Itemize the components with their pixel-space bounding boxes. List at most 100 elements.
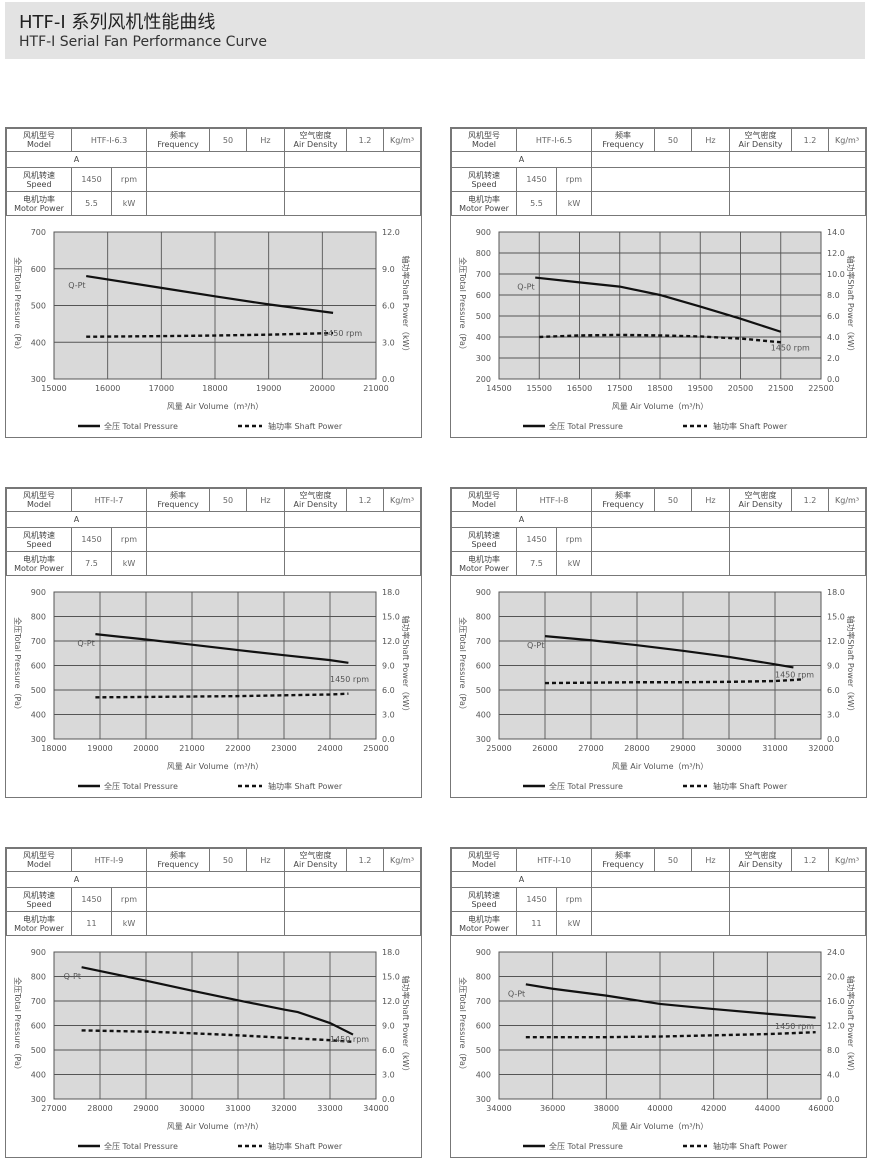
q-pt-label: Q-Pt — [64, 972, 81, 981]
y-tick-label: 600 — [31, 1022, 46, 1031]
label-text: Speed — [26, 539, 52, 549]
x-tick-label: 21000 — [363, 384, 388, 393]
y2-tick-label: 15.0 — [827, 613, 845, 622]
label-text: Air Density — [738, 860, 783, 869]
x-tick-label: 22000 — [225, 744, 250, 753]
y2-tick-label: 18.0 — [382, 588, 400, 597]
y2-tick-label: 6.0 — [827, 686, 840, 695]
model-value: HTF-I-6.5 — [515, 128, 593, 152]
speed-unit: rpm — [110, 527, 148, 552]
y-tick-label: 800 — [31, 613, 46, 622]
y2-tick-label: 0.0 — [382, 735, 395, 744]
motor-power-label: 电机功率 Motor Power — [6, 191, 72, 216]
y-tick-label: 700 — [31, 228, 46, 237]
y-tick-label: 400 — [476, 1071, 491, 1080]
empty-cell — [591, 887, 731, 912]
y-tick-label: 400 — [476, 333, 491, 342]
y2-tick-label: 0.0 — [827, 1095, 840, 1104]
motor-power-value: 5.5 — [71, 191, 112, 216]
q-pt-label: Q-Pt — [517, 283, 534, 292]
frequency-value: 50 — [654, 848, 693, 872]
label-text: 频率 — [615, 851, 632, 860]
shaft-power-line — [539, 333, 781, 344]
y-axis-title: 全压Total Pressure（Pa） — [458, 617, 468, 714]
motor-power-unit: kW — [110, 551, 148, 576]
label-text: Speed — [471, 179, 497, 189]
y2-tick-label: 3.0 — [827, 711, 840, 720]
spec-table: 风机型号 Model HTF-I-10 频率 Frequency 50 Hz 空气密度 Air … — [450, 848, 867, 936]
y2-tick-label: 3.0 — [382, 711, 395, 720]
x-tick-label: 21500 — [768, 384, 793, 393]
x-tick-label: 18000 — [41, 744, 66, 753]
empty-cell — [284, 511, 422, 528]
y2-axis-title: 轴功率Shaft Power（kW） — [846, 975, 856, 1075]
frequency-unit: Hz — [691, 848, 731, 872]
rpm-label: 1450 rpm — [330, 675, 369, 684]
spec-table: 风机型号 Model HTF-I-8 频率 Frequency 50 Hz 空气密度 Air D… — [450, 488, 867, 576]
air-density-unit: Kg/m³ — [828, 848, 867, 872]
air-density-value: 1.2 — [791, 128, 830, 152]
label-text: 风机型号 — [468, 131, 500, 140]
label-text: 风机转速 — [468, 170, 500, 180]
rpm-label: 1450 rpm — [771, 343, 810, 352]
shaft-power-line — [525, 1031, 816, 1039]
q-pt-label: Q-Pt — [77, 639, 94, 648]
y-tick-label: 700 — [31, 637, 46, 646]
legend-total-pressure: 全压 Total Pressure — [549, 421, 623, 431]
label-text: Frequency — [157, 140, 199, 149]
y2-tick-label: 9.0 — [382, 265, 395, 274]
performance-chart: 18000 19000 20000 21000 22000 23000 24000 25000… — [13, 588, 411, 791]
speed-label: 风机转速 Speed — [6, 527, 72, 552]
label-text: 空气密度 — [744, 491, 777, 500]
fan-chart-panel: 风机型号 Model HTF-I-6.5 频率 Frequency 50 Hz 空气密度 Air… — [450, 127, 867, 438]
air-density-value: 1.2 — [346, 848, 385, 872]
y2-tick-label: 0.0 — [382, 375, 395, 384]
label-text: 空气密度 — [299, 131, 332, 140]
performance-chart: 14500 15500 16500 17500 18500 19500 20500 21500… — [458, 228, 856, 431]
empty-cell — [591, 167, 731, 192]
x-tick-label: 23000 — [271, 744, 296, 753]
frequency-label: 频率 Frequency — [591, 488, 656, 512]
air-density-unit: Kg/m³ — [383, 128, 422, 152]
model-value: HTF-I-8 — [515, 488, 593, 512]
empty-cell — [729, 887, 867, 912]
label-text: Frequency — [157, 500, 199, 509]
total-pressure-line — [544, 635, 794, 669]
label-text: Air Density — [738, 140, 783, 149]
shaft-power-line — [81, 1029, 354, 1044]
label-text: 空气密度 — [744, 131, 777, 140]
empty-cell — [146, 871, 286, 888]
model-label: 风机型号 Model — [6, 848, 72, 872]
y-tick-label: 900 — [476, 948, 491, 957]
motor-power-label: 电机功率 Motor Power — [451, 191, 517, 216]
legend-shaft-power: 轴功率 Shaft Power — [268, 781, 343, 791]
y2-tick-label: 9.0 — [827, 662, 840, 671]
model-label: 风机型号 Model — [6, 128, 72, 152]
y-tick-label: 300 — [31, 1095, 46, 1104]
y2-tick-label: 4.0 — [827, 333, 840, 342]
motor-power-value: 7.5 — [71, 551, 112, 576]
frequency-unit: Hz — [691, 128, 731, 152]
speed-value: 1450 — [71, 527, 112, 552]
x-tick-label: 30000 — [716, 744, 741, 753]
y-tick-label: 400 — [31, 338, 46, 347]
y-tick-label: 800 — [31, 973, 46, 982]
x-tick-label: 26000 — [532, 744, 557, 753]
empty-cell — [146, 511, 286, 528]
x-tick-label: 44000 — [755, 1104, 780, 1113]
y-tick-label: 500 — [476, 1046, 491, 1055]
y2-tick-label: 18.0 — [382, 948, 400, 957]
y2-tick-label: 4.0 — [827, 1071, 840, 1080]
label-text: Motor Power — [14, 203, 64, 213]
x-tick-label: 30000 — [179, 1104, 204, 1113]
y2-tick-label: 8.0 — [827, 291, 840, 300]
y2-axis-title: 轴功率Shaft Power（kW） — [846, 615, 856, 715]
empty-cell — [729, 911, 867, 936]
x-tick-label: 15500 — [527, 384, 552, 393]
label-text: Speed — [26, 179, 52, 189]
speed-unit: rpm — [555, 167, 593, 192]
x-tick-label: 31000 — [762, 744, 787, 753]
motor-power-label: 电机功率 Motor Power — [6, 551, 72, 576]
x-tick-label: 22500 — [808, 384, 833, 393]
fan-chart-panel: 风机型号 Model HTF-I-8 频率 Frequency 50 Hz 空气密度 Air D… — [450, 487, 867, 798]
